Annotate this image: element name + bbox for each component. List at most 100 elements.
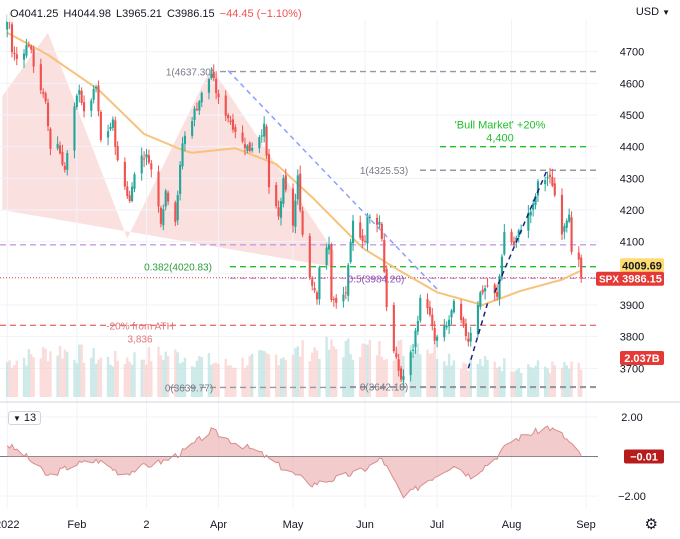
candle-body[interactable] xyxy=(433,327,436,341)
candle-body[interactable] xyxy=(375,217,379,225)
candle-body[interactable] xyxy=(6,21,9,30)
currency-selector[interactable]: USD ▼ xyxy=(636,6,670,18)
candle-body[interactable] xyxy=(217,93,220,98)
candle-body[interactable] xyxy=(145,154,148,158)
candle-body[interactable] xyxy=(412,349,415,351)
candle-body[interactable] xyxy=(109,126,112,130)
candle-body[interactable] xyxy=(56,143,59,149)
candle-body[interactable] xyxy=(107,131,110,138)
candle-body[interactable] xyxy=(263,123,266,137)
candle-body[interactable] xyxy=(452,301,455,313)
candle-body[interactable] xyxy=(200,92,203,103)
candle-body[interactable] xyxy=(61,151,64,165)
candle-body[interactable] xyxy=(347,264,350,296)
candle-body[interactable] xyxy=(313,287,316,291)
candle-body[interactable] xyxy=(251,148,254,151)
candle-body[interactable] xyxy=(215,78,218,94)
candle-body[interactable] xyxy=(349,241,352,263)
candle-body[interactable] xyxy=(275,184,278,207)
candle-body[interactable] xyxy=(570,217,573,252)
candle-body[interactable] xyxy=(49,128,52,149)
candle-body[interactable] xyxy=(159,207,162,224)
candle-body[interactable] xyxy=(493,284,496,294)
candle-body[interactable] xyxy=(183,135,186,144)
candle-body[interactable] xyxy=(224,95,227,116)
candle-body[interactable] xyxy=(534,196,537,206)
candle-body[interactable] xyxy=(577,252,580,260)
candle-body[interactable] xyxy=(46,102,50,127)
candle-body[interactable] xyxy=(580,257,583,278)
ascending-trendline-1[interactable] xyxy=(467,303,489,369)
candle-body[interactable] xyxy=(162,209,165,226)
candle-body[interactable] xyxy=(380,224,383,239)
candle-body[interactable] xyxy=(258,137,261,149)
candle-body[interactable] xyxy=(131,186,134,202)
candle-body[interactable] xyxy=(279,201,283,218)
gear-icon[interactable]: ⚙ xyxy=(644,516,658,533)
candle-body[interactable] xyxy=(164,190,167,207)
candle-body[interactable] xyxy=(351,220,355,244)
candle-body[interactable] xyxy=(428,306,431,315)
candle-body[interactable] xyxy=(128,195,131,202)
candle-body[interactable] xyxy=(448,319,451,327)
candle-body[interactable] xyxy=(325,247,328,265)
candle-body[interactable] xyxy=(344,292,347,294)
candle-body[interactable] xyxy=(296,175,299,200)
candle-body[interactable] xyxy=(15,54,18,59)
candle-body[interactable] xyxy=(568,214,571,222)
candle-body[interactable] xyxy=(207,79,211,93)
candle-body[interactable] xyxy=(366,215,369,244)
candle-body[interactable] xyxy=(25,45,28,56)
candle-body[interactable] xyxy=(563,226,566,232)
candle-body[interactable] xyxy=(30,46,33,50)
candle-body[interactable] xyxy=(123,161,126,187)
candle-body[interactable] xyxy=(361,235,364,242)
candle-body[interactable] xyxy=(409,352,412,376)
candle-body[interactable] xyxy=(143,158,146,160)
candle-body[interactable] xyxy=(385,269,388,308)
candle-body[interactable] xyxy=(529,211,532,216)
candle-body[interactable] xyxy=(359,222,362,238)
candle-body[interactable] xyxy=(527,212,530,231)
candle-body[interactable] xyxy=(469,332,472,342)
candle-body[interactable] xyxy=(378,221,381,225)
candle-body[interactable] xyxy=(181,143,184,167)
ascending-trendline-2[interactable] xyxy=(494,168,549,293)
candle-body[interactable] xyxy=(212,72,215,79)
oscillator-settings[interactable]: ▼ 13 xyxy=(8,411,42,425)
candle-body[interactable] xyxy=(246,145,249,151)
candle-body[interactable] xyxy=(450,310,453,318)
candle-body[interactable] xyxy=(90,100,93,111)
candle-body[interactable] xyxy=(39,64,42,91)
candle-body[interactable] xyxy=(467,338,470,342)
candle-body[interactable] xyxy=(342,294,345,302)
candle-body[interactable] xyxy=(426,299,429,309)
candle-body[interactable] xyxy=(335,297,338,303)
candle-body[interactable] xyxy=(234,127,237,132)
candle-body[interactable] xyxy=(66,152,69,170)
candle-body[interactable] xyxy=(13,52,16,54)
candle-body[interactable] xyxy=(294,200,297,227)
candle-body[interactable] xyxy=(32,48,35,67)
candle-body[interactable] xyxy=(464,323,467,336)
candle-body[interactable] xyxy=(397,359,400,371)
candle-body[interactable] xyxy=(402,376,405,380)
candle-body[interactable] xyxy=(486,285,489,287)
candle-body[interactable] xyxy=(27,44,30,47)
candle-body[interactable] xyxy=(229,120,232,123)
candle-body[interactable] xyxy=(114,120,117,147)
candle-body[interactable] xyxy=(363,240,367,242)
candle-body[interactable] xyxy=(198,101,201,111)
candle-body[interactable] xyxy=(399,368,403,380)
candle-body[interactable] xyxy=(265,126,268,156)
candle-body[interactable] xyxy=(241,132,244,142)
candle-body[interactable] xyxy=(243,144,247,149)
candle-body[interactable] xyxy=(176,195,179,221)
candle-body[interactable] xyxy=(284,175,287,190)
candle-body[interactable] xyxy=(157,171,160,207)
trendlines[interactable] xyxy=(227,70,549,369)
candle-body[interactable] xyxy=(191,121,194,136)
candle-body[interactable] xyxy=(496,291,499,297)
candle-body[interactable] xyxy=(330,244,333,300)
